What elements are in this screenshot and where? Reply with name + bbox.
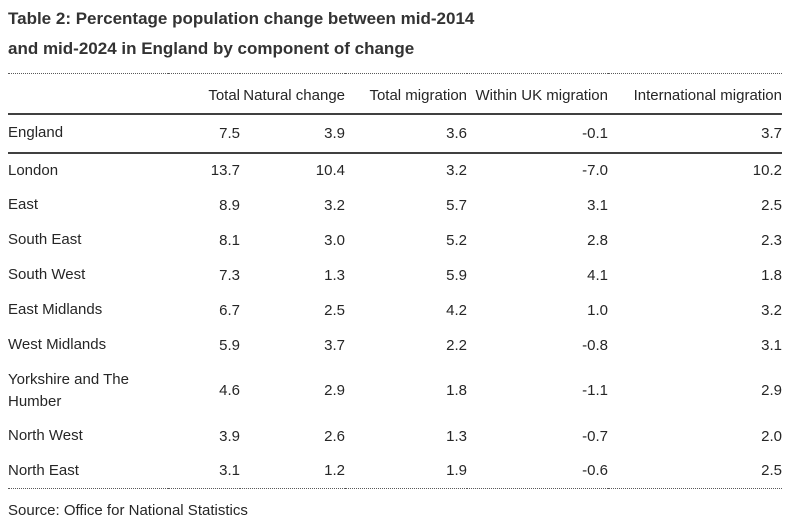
value-cell: 3.1 <box>219 462 240 480</box>
row-label: North East <box>8 461 79 479</box>
value-cell: -0.6 <box>582 462 608 480</box>
table-title-line-1: Table 2: Percentage population change be… <box>8 9 475 28</box>
value-cell: 7.3 <box>219 266 240 284</box>
population-change-table: Total Natural change Total migration Wit… <box>8 73 782 489</box>
table-row: England 7.5 3.9 3.6 -0.1 3.7 <box>8 114 782 153</box>
value-cell: 8.1 <box>219 231 240 249</box>
value-cell: 1.9 <box>446 462 467 480</box>
value-cell: 1.0 <box>587 301 608 319</box>
row-label: South East <box>8 231 82 248</box>
table-title-line-2: and mid-2024 in England by component of … <box>8 39 415 58</box>
row-label: England <box>8 124 64 141</box>
value-cell: 2.8 <box>587 231 608 249</box>
value-cell: 1.3 <box>324 266 345 284</box>
value-cell: 5.9 <box>446 266 467 284</box>
value-cell: 3.0 <box>324 231 345 249</box>
table-row: East 8.9 3.2 5.7 3.1 2.5 <box>8 188 782 223</box>
table-row: West Midlands 5.9 3.7 2.2 -0.8 3.1 <box>8 328 782 363</box>
row-label: North West <box>8 427 83 444</box>
value-cell: 2.5 <box>761 462 782 480</box>
value-cell: 2.6 <box>324 427 345 445</box>
value-cell: 6.7 <box>219 301 240 319</box>
value-cell: 3.2 <box>446 162 467 179</box>
value-cell: 1.8 <box>761 266 782 284</box>
value-cell: 2.0 <box>761 427 782 445</box>
column-header-total-migration: Total migration <box>369 86 467 104</box>
row-label: East Midlands <box>8 301 103 318</box>
value-cell: 1.3 <box>446 427 467 445</box>
value-cell: 8.9 <box>219 196 240 214</box>
value-cell: 2.5 <box>324 301 345 319</box>
value-cell: 3.2 <box>324 196 345 214</box>
value-cell: 3.7 <box>324 336 345 354</box>
row-label: West Midlands <box>8 336 107 353</box>
value-cell: 5.2 <box>446 231 467 249</box>
row-label: East <box>8 196 39 213</box>
value-cell: 3.1 <box>761 336 782 354</box>
table-row: London 13.7 10.4 3.2 -7.0 10.2 <box>8 153 782 188</box>
value-cell: 10.4 <box>315 162 345 179</box>
table-row: South West 7.3 1.3 5.9 4.1 1.8 <box>8 258 782 293</box>
table-body: England 7.5 3.9 3.6 -0.1 3.7 London 13.7 10.4 3.2… <box>8 114 782 489</box>
table-row: North East 3.1 1.2 1.9 -0.6 2.5 <box>8 454 782 489</box>
value-cell: 2.9 <box>324 382 345 399</box>
column-header-international-migration: International migration <box>633 86 782 104</box>
value-cell: -7.0 <box>582 162 608 179</box>
value-cell: -0.1 <box>582 124 608 142</box>
value-cell: 2.2 <box>446 336 467 354</box>
column-header-natural-change: Natural change <box>243 86 345 104</box>
table-row: South East 8.1 3.0 5.2 2.8 2.3 <box>8 223 782 258</box>
value-cell: 3.9 <box>324 124 345 142</box>
column-header-within-uk-migration: Within UK migration <box>475 86 608 104</box>
value-cell: 4.6 <box>219 382 240 399</box>
value-cell: -0.8 <box>582 336 608 354</box>
table-header-row: Total Natural change Total migration Wit… <box>8 73 782 114</box>
row-label: South West <box>8 266 86 283</box>
column-header-total: Total <box>208 86 240 104</box>
value-cell: 1.8 <box>446 382 467 399</box>
header-corner-cell <box>8 74 168 114</box>
value-cell: 1.2 <box>324 462 345 480</box>
value-cell: 5.9 <box>219 336 240 354</box>
value-cell: 2.9 <box>761 382 782 399</box>
value-cell: -0.7 <box>582 427 608 445</box>
table-title: Table 2: Percentage population change be… <box>8 4 782 64</box>
value-cell: 7.5 <box>219 124 240 142</box>
value-cell: 10.2 <box>752 162 782 179</box>
value-cell: 3.1 <box>587 196 608 214</box>
value-cell: 13.7 <box>210 162 240 179</box>
row-label: London <box>8 161 59 179</box>
value-cell: 5.7 <box>446 196 467 214</box>
value-cell: -1.1 <box>582 382 608 399</box>
value-cell: 2.3 <box>761 231 782 249</box>
value-cell: 4.2 <box>446 301 467 319</box>
value-cell: 4.1 <box>587 266 608 284</box>
table-row: East Midlands 6.7 2.5 4.2 1.0 3.2 <box>8 293 782 328</box>
row-label: Yorkshire and The Humber <box>8 370 129 410</box>
value-cell: 3.6 <box>446 124 467 142</box>
table-row: Yorkshire and The Humber 4.6 2.9 1.8 -1.1 2.9 <box>8 363 782 419</box>
value-cell: 3.7 <box>761 124 782 142</box>
value-cell: 3.9 <box>219 427 240 445</box>
source-note: Source: Office for National Statistics <box>8 502 248 519</box>
table-row: North West 3.9 2.6 1.3 -0.7 2.0 <box>8 419 782 454</box>
value-cell: 2.5 <box>761 196 782 214</box>
value-cell: 3.2 <box>761 301 782 319</box>
